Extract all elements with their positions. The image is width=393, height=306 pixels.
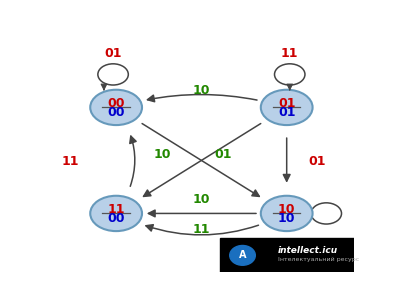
Ellipse shape: [90, 196, 142, 231]
Text: 11: 11: [193, 223, 210, 237]
Text: 11: 11: [62, 155, 79, 168]
Text: 10: 10: [278, 212, 296, 225]
Text: 11: 11: [107, 203, 125, 216]
Text: 00: 00: [107, 212, 125, 225]
Text: 00: 00: [107, 106, 125, 119]
Ellipse shape: [261, 90, 312, 125]
Text: 01: 01: [214, 148, 231, 161]
Text: 01: 01: [278, 97, 296, 110]
Text: intellect.icu: intellect.icu: [277, 246, 338, 255]
Ellipse shape: [261, 196, 312, 231]
Circle shape: [230, 245, 255, 265]
FancyBboxPatch shape: [220, 238, 354, 272]
Text: 10: 10: [278, 203, 296, 216]
Text: 01: 01: [104, 47, 122, 60]
Text: 11: 11: [281, 47, 299, 60]
Text: Інтелектуальний ресурс: Інтелектуальний ресурс: [277, 257, 359, 262]
Text: 10: 10: [193, 84, 210, 97]
Text: 10: 10: [193, 193, 210, 206]
Text: 01: 01: [309, 155, 326, 168]
Ellipse shape: [90, 90, 142, 125]
Text: 10: 10: [153, 148, 171, 161]
Text: A: A: [239, 250, 246, 260]
Text: 01: 01: [278, 106, 296, 119]
Text: 00: 00: [107, 97, 125, 110]
